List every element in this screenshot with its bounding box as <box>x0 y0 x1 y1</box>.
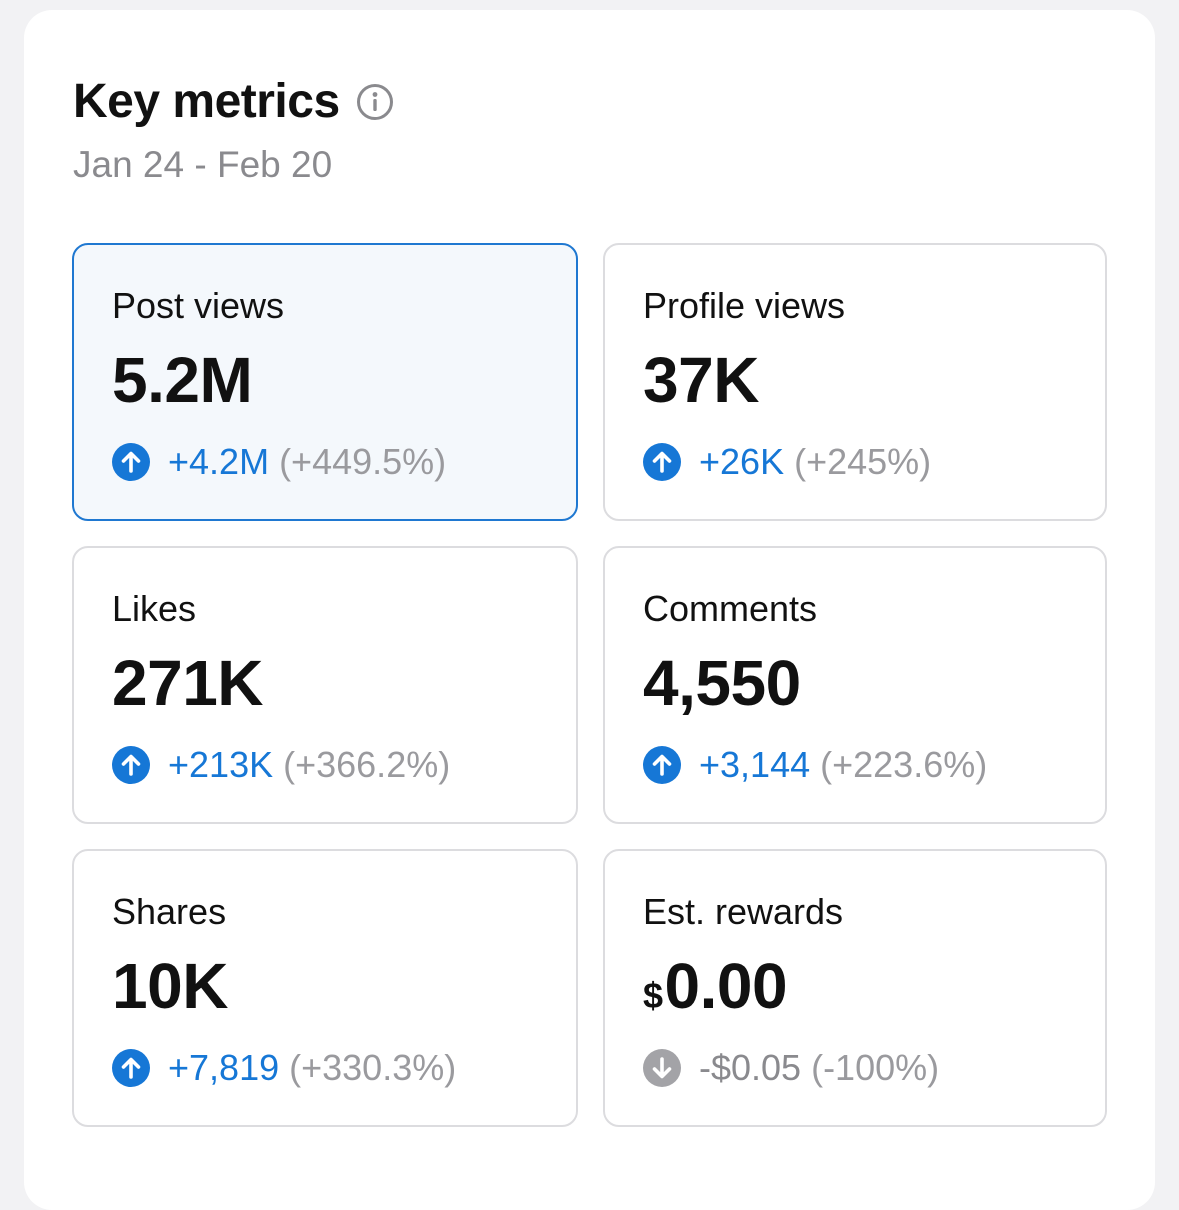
info-icon[interactable] <box>356 83 394 121</box>
metric-value: $ 0.00 <box>643 949 788 1023</box>
arrow-up-circle-icon <box>112 443 150 481</box>
arrow-down-circle-icon <box>643 1049 681 1087</box>
page-title: Key metrics <box>73 75 340 128</box>
metric-value-number: 4,550 <box>643 647 801 719</box>
metric-card-profile-views[interactable]: Profile views 37K +26K (+245%) <box>603 243 1107 521</box>
metric-change: +7,819 (+330.3%) <box>112 1047 456 1089</box>
metric-label: Comments <box>643 588 818 629</box>
metric-value-number: 0.00 <box>664 950 788 1022</box>
metric-change: +26K (+245%) <box>643 441 931 483</box>
metric-percent: (+330.3%) <box>289 1047 457 1088</box>
metric-percent: (-100%) <box>811 1047 940 1088</box>
currency-symbol: $ <box>643 975 663 1016</box>
metric-percent: (+245%) <box>794 441 932 482</box>
arrow-up-circle-icon <box>643 746 681 784</box>
arrow-up-circle-icon <box>112 746 150 784</box>
metric-change: +213K (+366.2%) <box>112 744 450 786</box>
metrics-grid: Post views 5.2M +4.2M (+449.5%) Profile … <box>72 243 1107 1127</box>
metric-delta: +4.2M <box>168 441 270 482</box>
metric-value: 4,550 <box>643 646 801 720</box>
date-range: Jan 24 - Feb 20 <box>73 144 333 185</box>
metric-delta: +26K <box>699 441 785 482</box>
metric-value: 10K <box>112 949 228 1023</box>
key-metrics-panel: Key metrics Jan 24 - Feb 20 Post views 5… <box>24 10 1155 1210</box>
metric-value: 5.2M <box>112 343 253 417</box>
metric-percent: (+449.5%) <box>279 441 447 482</box>
metric-card-post-views[interactable]: Post views 5.2M +4.2M (+449.5%) <box>72 243 578 521</box>
metric-label: Likes <box>112 588 197 629</box>
metric-value-number: 37K <box>643 344 759 416</box>
metric-card-est-rewards[interactable]: Est. rewards $ 0.00 -$0.05 (-100%) <box>603 849 1107 1127</box>
metric-value-number: 10K <box>112 950 228 1022</box>
metric-value: 37K <box>643 343 759 417</box>
metric-label: Shares <box>112 891 227 932</box>
arrow-up-circle-icon <box>643 443 681 481</box>
metric-delta: -$0.05 <box>699 1047 802 1088</box>
metric-label: Est. rewards <box>643 891 844 932</box>
metric-change: -$0.05 (-100%) <box>643 1047 939 1089</box>
metric-label: Profile views <box>643 285 846 326</box>
metric-card-shares[interactable]: Shares 10K +7,819 (+330.3%) <box>72 849 578 1127</box>
metric-value-number: 5.2M <box>112 344 253 416</box>
header: Key metrics <box>73 74 394 129</box>
metric-percent: (+366.2%) <box>283 744 451 785</box>
metric-delta: +3,144 <box>699 744 811 785</box>
metric-card-comments[interactable]: Comments 4,550 +3,144 (+223.6%) <box>603 546 1107 824</box>
metric-label: Post views <box>112 285 285 326</box>
metric-delta: +7,819 <box>168 1047 280 1088</box>
metric-value-number: 271K <box>112 647 264 719</box>
metric-value: 271K <box>112 646 264 720</box>
metric-change: +4.2M (+449.5%) <box>112 441 446 483</box>
arrow-up-circle-icon <box>112 1049 150 1087</box>
metric-delta: +213K <box>168 744 274 785</box>
metric-change: +3,144 (+223.6%) <box>643 744 987 786</box>
metric-percent: (+223.6%) <box>820 744 988 785</box>
metric-card-likes[interactable]: Likes 271K +213K (+366.2%) <box>72 546 578 824</box>
